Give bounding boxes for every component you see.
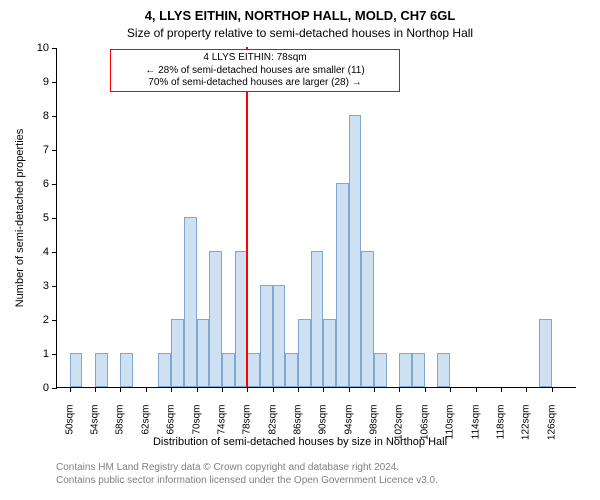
- x-tick: [70, 387, 71, 392]
- x-tick: [526, 387, 527, 392]
- x-tick-label: 114sqm: [470, 399, 481, 440]
- x-tick-label: 66sqm: [166, 399, 177, 435]
- histogram-bar: [323, 319, 336, 387]
- x-tick-label: 82sqm: [267, 399, 278, 435]
- x-tick-label: 122sqm: [521, 399, 532, 441]
- histogram-bar: [412, 353, 425, 387]
- y-tick-label: 7: [43, 144, 57, 156]
- info-box-line1: 4 LLYS EITHIN: 78sqm: [115, 52, 395, 65]
- reference-marker-line: [246, 47, 248, 387]
- x-tick: [425, 387, 426, 392]
- x-tick-label: 86sqm: [292, 399, 303, 435]
- histogram-bar: [197, 319, 210, 387]
- x-tick-label: 102sqm: [394, 399, 405, 441]
- y-axis-label: Number of semi-detached properties: [14, 108, 26, 328]
- footer-line2: Contains public sector information licen…: [56, 475, 438, 488]
- x-tick: [323, 387, 324, 392]
- histogram-bar: [158, 353, 171, 387]
- x-tick: [374, 387, 375, 392]
- x-tick-label: 94sqm: [343, 399, 354, 435]
- x-tick: [399, 387, 400, 392]
- histogram-bar: [374, 353, 387, 387]
- histogram-bar: [95, 353, 108, 387]
- x-tick: [222, 387, 223, 392]
- y-tick-label: 2: [43, 314, 57, 326]
- x-tick: [298, 387, 299, 392]
- chart-title-line1: 4, LLYS EITHIN, NORTHOP HALL, MOLD, CH7 …: [0, 8, 600, 23]
- y-tick-label: 1: [43, 348, 57, 360]
- x-tick-label: 90sqm: [318, 399, 329, 435]
- histogram-bar: [336, 183, 349, 387]
- x-tick: [95, 387, 96, 392]
- x-tick: [197, 387, 198, 392]
- histogram-bar: [209, 251, 222, 387]
- histogram-bar: [184, 217, 197, 387]
- y-tick-label: 0: [43, 382, 57, 394]
- y-tick-label: 5: [43, 212, 57, 224]
- y-tick-label: 9: [43, 76, 57, 88]
- info-box-line3: 70% of semi-detached houses are larger (…: [115, 77, 395, 90]
- footer-line1: Contains HM Land Registry data © Crown c…: [56, 462, 438, 475]
- histogram-bar: [311, 251, 324, 387]
- x-tick-label: 98sqm: [369, 399, 380, 435]
- histogram-bar: [273, 285, 286, 387]
- x-tick: [247, 387, 248, 392]
- x-tick-label: 70sqm: [191, 399, 202, 435]
- x-tick: [349, 387, 350, 392]
- x-tick: [146, 387, 147, 392]
- chart-footer: Contains HM Land Registry data © Crown c…: [56, 462, 438, 487]
- x-tick-label: 50sqm: [64, 399, 75, 435]
- x-tick-label: 118sqm: [495, 399, 506, 440]
- histogram-bar: [120, 353, 133, 387]
- histogram-bar: [539, 319, 552, 387]
- histogram-bar: [298, 319, 311, 387]
- y-tick-label: 10: [37, 42, 57, 54]
- x-tick-label: 58sqm: [115, 399, 126, 435]
- y-tick-label: 4: [43, 246, 57, 258]
- histogram-bar: [247, 353, 260, 387]
- histogram-bar: [285, 353, 298, 387]
- x-tick: [450, 387, 451, 392]
- x-tick: [120, 387, 121, 392]
- chart-info-box: 4 LLYS EITHIN: 78sqm ← 28% of semi-detac…: [110, 49, 400, 92]
- x-tick-label: 78sqm: [242, 399, 253, 435]
- x-tick-label: 74sqm: [216, 399, 227, 435]
- x-tick-label: 106sqm: [419, 399, 430, 441]
- histogram-bar: [222, 353, 235, 387]
- x-tick: [552, 387, 553, 392]
- x-tick-label: 110sqm: [445, 399, 456, 440]
- histogram-bar: [349, 115, 362, 387]
- y-tick-label: 6: [43, 178, 57, 190]
- x-tick: [273, 387, 274, 392]
- info-box-line2: ← 28% of semi-detached houses are smalle…: [115, 65, 395, 78]
- x-axis-label: Distribution of semi-detached houses by …: [0, 436, 600, 448]
- histogram-bar: [70, 353, 83, 387]
- histogram-bar: [437, 353, 450, 387]
- histogram-bar: [361, 251, 374, 387]
- x-tick-label: 62sqm: [140, 399, 151, 435]
- y-tick-label: 8: [43, 110, 57, 122]
- x-tick: [171, 387, 172, 392]
- x-tick: [501, 387, 502, 392]
- x-tick-label: 126sqm: [546, 399, 557, 441]
- histogram-bar: [171, 319, 184, 387]
- histogram-bar: [399, 353, 412, 387]
- x-tick-label: 54sqm: [90, 399, 101, 435]
- histogram-bar: [260, 285, 273, 387]
- x-tick: [476, 387, 477, 392]
- y-tick-label: 3: [43, 280, 57, 292]
- chart-plot-area: 01234567891050sqm54sqm58sqm62sqm66sqm70s…: [56, 48, 576, 388]
- chart-title-line2: Size of property relative to semi-detach…: [0, 26, 600, 40]
